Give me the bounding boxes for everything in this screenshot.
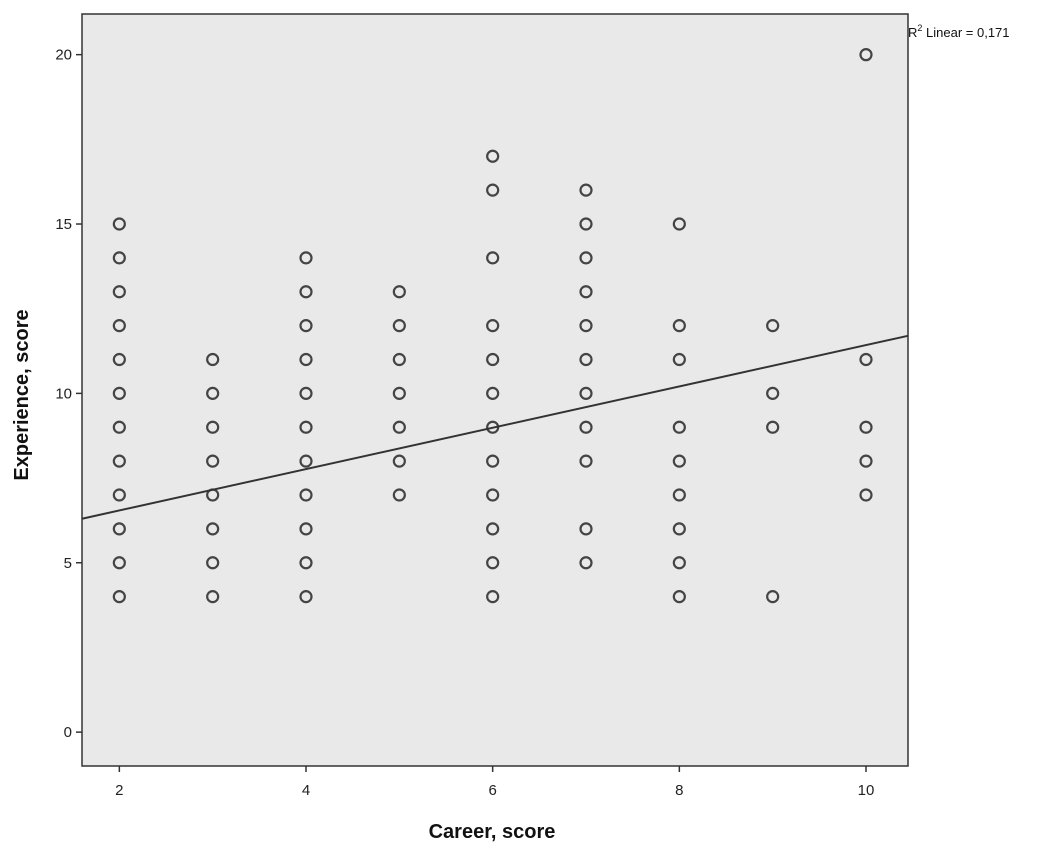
scatter-point bbox=[299, 285, 313, 299]
x-tick-label: 6 bbox=[488, 782, 496, 799]
scatter-point bbox=[766, 420, 780, 434]
scatter-point bbox=[299, 251, 313, 265]
x-axis-title: Career, score bbox=[429, 821, 556, 843]
scatter-point bbox=[766, 590, 780, 604]
scatter-point bbox=[299, 590, 313, 604]
scatter-point bbox=[299, 488, 313, 502]
scatter-point bbox=[112, 319, 126, 333]
scatter-point bbox=[392, 488, 406, 502]
scatter-point bbox=[112, 488, 126, 502]
scatter-point bbox=[672, 217, 686, 231]
scatter-point bbox=[579, 420, 593, 434]
scatter-point bbox=[579, 285, 593, 299]
scatter-point bbox=[299, 319, 313, 333]
scatter-point bbox=[486, 251, 500, 265]
scatter-point bbox=[672, 352, 686, 367]
scatter-point bbox=[112, 522, 126, 536]
plot-area bbox=[81, 13, 909, 767]
x-tick-label: 4 bbox=[302, 782, 310, 799]
scatter-point bbox=[299, 454, 313, 468]
x-tick-label: 8 bbox=[675, 782, 683, 799]
scatter-point bbox=[486, 183, 500, 197]
scatter-point bbox=[672, 488, 686, 502]
points-layer bbox=[112, 48, 873, 604]
scatter-point bbox=[392, 386, 406, 400]
r2-label-suffix: Linear = 0,171 bbox=[922, 25, 1009, 40]
scatter-point bbox=[112, 285, 126, 299]
scatter-point bbox=[859, 48, 873, 62]
r2-label-sup: 2 bbox=[917, 23, 922, 33]
scatter-point bbox=[392, 319, 406, 333]
scatter-point bbox=[112, 217, 126, 231]
scatter-point bbox=[672, 420, 686, 434]
scatter-point bbox=[206, 522, 220, 536]
scatter-point bbox=[299, 352, 313, 367]
scatter-point bbox=[859, 454, 873, 468]
y-tick-label: 0 bbox=[64, 724, 72, 741]
scatter-point bbox=[392, 420, 406, 434]
scatter-point bbox=[112, 352, 126, 367]
scatter-point bbox=[486, 386, 500, 400]
scatter-point bbox=[579, 183, 593, 197]
scatter-point bbox=[486, 352, 500, 367]
scatter-point bbox=[579, 352, 593, 367]
scatter-point bbox=[112, 454, 126, 468]
scatter-point bbox=[672, 556, 686, 570]
scatter-point bbox=[486, 522, 500, 536]
scatter-point bbox=[579, 454, 593, 468]
scatter-point bbox=[579, 556, 593, 570]
scatter-point bbox=[206, 386, 220, 400]
x-tick-label: 2 bbox=[115, 782, 123, 799]
scatter-point bbox=[299, 556, 313, 570]
scatter-point bbox=[579, 319, 593, 333]
scatter-point bbox=[112, 386, 126, 400]
y-tick-label: 20 bbox=[55, 47, 72, 64]
scatter-point bbox=[392, 352, 406, 367]
scatter-point bbox=[112, 590, 126, 604]
scatter-point bbox=[579, 217, 593, 231]
scatter-point bbox=[579, 251, 593, 265]
scatter-point bbox=[672, 454, 686, 468]
scatter-point bbox=[299, 522, 313, 536]
scatter-point bbox=[859, 420, 873, 434]
scatter-point bbox=[766, 319, 780, 333]
scatter-point bbox=[392, 285, 406, 299]
scatter-point bbox=[112, 556, 126, 570]
scatter-point bbox=[672, 590, 686, 604]
scatter-point bbox=[206, 352, 220, 367]
scatter-point bbox=[392, 454, 406, 468]
scatter-point bbox=[486, 488, 500, 502]
x-tick-label: 10 bbox=[858, 782, 875, 799]
scatter-point bbox=[672, 319, 686, 333]
y-axis-title: Experience, score bbox=[11, 309, 33, 480]
scatter-point bbox=[859, 352, 873, 367]
scatter-point bbox=[486, 556, 500, 570]
scatter-point bbox=[579, 386, 593, 400]
scatter-point bbox=[112, 251, 126, 265]
scatter-point bbox=[206, 556, 220, 570]
y-tick-label: 15 bbox=[55, 216, 72, 233]
scatter-point bbox=[299, 386, 313, 400]
scatter-point bbox=[486, 319, 500, 333]
axis-ticks: 2 4 6 8 10 0 5 10 15 20 bbox=[55, 47, 874, 799]
r2-label: R2 Linear = 0,171 bbox=[908, 23, 1010, 40]
r2-label-prefix: R bbox=[908, 25, 917, 40]
scatter-point bbox=[766, 386, 780, 400]
scatter-point bbox=[206, 454, 220, 468]
scatter-point bbox=[486, 590, 500, 604]
scatter-point bbox=[112, 420, 126, 434]
scatter-point bbox=[486, 454, 500, 468]
fit-line bbox=[81, 334, 909, 520]
y-tick-label: 10 bbox=[55, 385, 72, 402]
scatter-point bbox=[672, 522, 686, 536]
y-tick-label: 5 bbox=[64, 555, 72, 572]
scatter-point bbox=[859, 488, 873, 502]
scatter-point bbox=[579, 522, 593, 536]
scatter-point bbox=[299, 420, 313, 434]
scatter-point bbox=[206, 420, 220, 434]
scatter-point bbox=[486, 149, 500, 163]
scatter-point bbox=[206, 590, 220, 604]
